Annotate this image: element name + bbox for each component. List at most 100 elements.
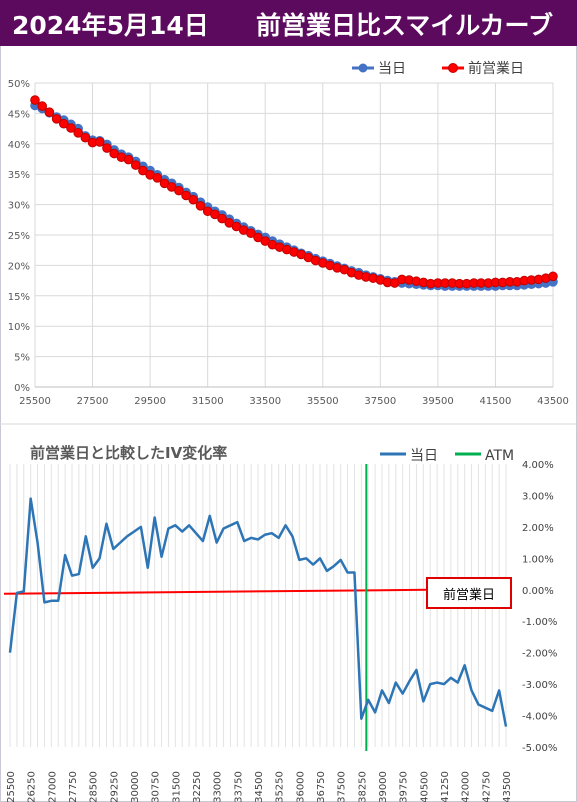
bottom-x-tick-label: 31500: [171, 771, 182, 802]
bottom-y-tick-label: -4.00%: [522, 712, 557, 723]
top-point-prev-day: [123, 154, 134, 165]
top-point-prev-day: [181, 190, 191, 201]
top-y-tick-label: 45%: [8, 109, 30, 120]
bottom-x-tick-label: 39750: [399, 771, 410, 802]
bottom-y-tick-label: -2.00%: [522, 649, 557, 660]
bottom-legend: 当日 ATM: [380, 448, 514, 464]
prev-day-annotation-label: 前営業日: [443, 587, 495, 603]
top-y-tick-label: 30%: [8, 201, 30, 212]
top-point-prev-day: [58, 118, 69, 129]
top-y-tick-label: 15%: [8, 292, 30, 303]
top-point-prev-day: [195, 201, 206, 211]
bottom-x-axis: 25500 26250 27000 27750 28500 29250 30000 30750…: [6, 771, 513, 802]
top-point-prev-day: [138, 165, 148, 176]
chart-divider: [0, 423, 577, 425]
top-y-tick-label: 40%: [8, 140, 30, 151]
bottom-x-tick-label: 38250: [357, 771, 368, 802]
top-x-tick-label: 33500: [249, 396, 281, 407]
top-point-prev-day: [246, 228, 256, 238]
top-grid: [34, 82, 554, 388]
top-x-tick-label: 35500: [307, 396, 339, 407]
smile-curve-chart: 0% 5% 10% 15% 20% 25% 30% 35% 40% 45% 50% 25500 275…: [8, 60, 569, 407]
legend-today-marker: [358, 63, 368, 73]
prev-day-annotation: 前営業日: [426, 577, 512, 609]
bottom-y-tick-label: -5.00%: [522, 743, 557, 754]
iv-chart-title: 前営業日と比較したIV変化率: [30, 444, 227, 462]
bottom-series-group: [8, 497, 508, 727]
top-y-tick-label: 20%: [8, 261, 30, 272]
bottom-y-axis: 4.00% 3.00% 2.00% 1.00% 0.00% -1.00% -2.00% -3.…: [522, 460, 557, 754]
bottom-x-tick-label: 27750: [68, 771, 79, 802]
top-y-tick-label: 0%: [14, 383, 30, 394]
top-point-prev-day: [44, 107, 55, 117]
top-point-prev-day: [210, 209, 220, 220]
bottom-y-tick-label: -1.00%: [522, 617, 557, 628]
top-point-prev-day: [217, 213, 227, 224]
bottom-x-tick-label: 26250: [27, 771, 38, 802]
bottom-x-tick-label: 34500: [254, 771, 265, 802]
top-point-prev-day: [188, 194, 199, 205]
top-x-tick-label: 39500: [422, 396, 454, 407]
legend-atm-label: ATM: [485, 448, 514, 464]
top-x-tick-label: 37500: [364, 396, 396, 407]
top-point-prev-day: [152, 173, 163, 183]
top-point-prev-day: [94, 137, 105, 147]
zero-reference-line: [3, 588, 428, 595]
bottom-x-tick-label: 33750: [233, 771, 244, 802]
top-y-tick-label: 35%: [8, 170, 30, 181]
iv-change-chart: 前営業日と比較したIV変化率 4.00% 3.00% 2.00% 1.00% 0.00%…: [3, 444, 557, 802]
top-x-tick-label: 41500: [480, 396, 512, 407]
top-point-prev-day: [548, 271, 558, 282]
bottom-x-tick-label: 42000: [461, 771, 472, 802]
bottom-x-tick-label: 30750: [151, 771, 162, 802]
bottom-y-tick-label: -3.00%: [522, 680, 557, 691]
bottom-x-tick-label: 28500: [89, 771, 100, 802]
bottom-x-tick-label: 40500: [419, 771, 430, 802]
top-y-tick-label: 10%: [8, 322, 30, 333]
top-legend: 当日 前営業日: [352, 60, 524, 77]
iv-change-line: [8, 497, 508, 727]
top-point-prev-day: [66, 123, 76, 133]
top-y-tick-label: 50%: [8, 79, 30, 90]
top-series-group: [30, 95, 558, 291]
bottom-y-tick-label: 0.00%: [522, 586, 554, 597]
top-x-tick-label: 29500: [134, 396, 166, 407]
top-point-prev-day: [51, 114, 62, 124]
page-header: 2024年5月14日 前営業日比スマイルカーブ: [0, 0, 577, 46]
top-point-prev-day: [37, 101, 47, 111]
report-title: 前営業日比スマイルカーブ: [255, 11, 553, 40]
bottom-y-tick-label: 1.00%: [522, 554, 554, 565]
top-point-prev-day: [30, 95, 40, 105]
top-x-tick-label: 25500: [19, 396, 51, 407]
bottom-x-tick-label: 37500: [337, 771, 348, 802]
top-point-prev-day: [102, 143, 112, 153]
bottom-x-tick-label: 41250: [440, 771, 451, 802]
top-x-axis: 25500 27500 29500 31500 33500 35500 37500 39500…: [19, 396, 569, 407]
bottom-x-tick-label: 43500: [502, 771, 513, 802]
top-point-prev-day: [73, 128, 83, 138]
bottom-y-tick-label: 4.00%: [522, 460, 554, 471]
bottom-y-tick-label: 3.00%: [522, 491, 554, 502]
bottom-x-tick-label: 29250: [109, 771, 120, 802]
bottom-y-tick-label: 2.00%: [522, 523, 554, 534]
bottom-x-tick-label: 42750: [481, 771, 492, 802]
legend-prev-label: 前営業日: [468, 60, 524, 77]
top-x-tick-label: 43500: [537, 396, 569, 407]
top-series-line-today: [34, 104, 554, 288]
top-y-tick-label: 5%: [14, 353, 30, 364]
top-x-tick-label: 27500: [77, 396, 109, 407]
bottom-x-tick-label: 36000: [295, 771, 306, 802]
bottom-x-tick-label: 35250: [275, 771, 286, 802]
top-point-prev-day: [130, 160, 141, 170]
top-y-axis: 0% 5% 10% 15% 20% 25% 30% 35% 40% 45% 50%: [8, 79, 30, 394]
bottom-x-tick-label: 39000: [378, 771, 389, 802]
bottom-x-tick-label: 36750: [316, 771, 327, 802]
top-point-prev-day: [174, 185, 184, 196]
bottom-x-tick-label: 30000: [130, 771, 141, 802]
top-y-tick-label: 25%: [8, 231, 30, 242]
legend-change-label: 当日: [410, 448, 438, 464]
bottom-x-tick-label: 27000: [47, 771, 58, 802]
top-point-prev-day: [80, 132, 91, 143]
legend-prev-marker: [448, 63, 458, 73]
bottom-x-tick-label: 33000: [213, 771, 224, 802]
